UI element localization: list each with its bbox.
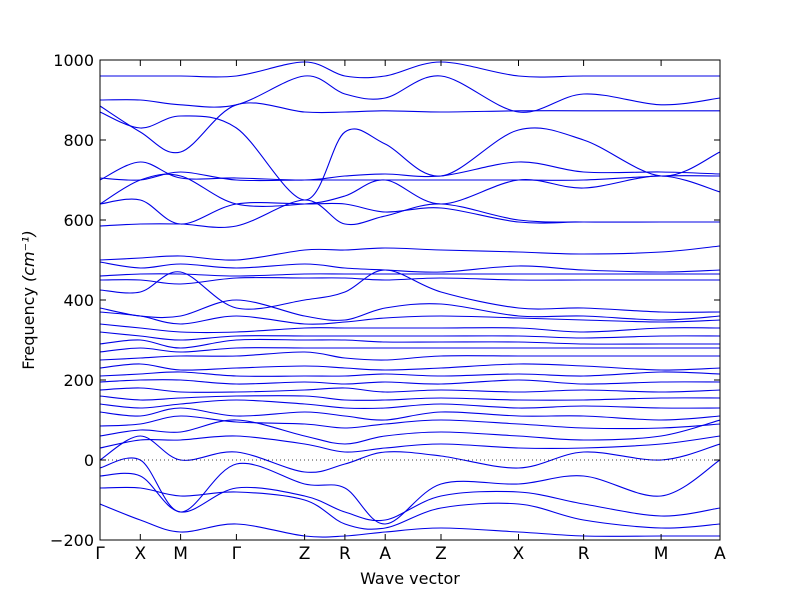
- high-symmetry-label: X: [513, 544, 525, 564]
- band-line-1: [100, 61, 720, 79]
- band-line-27: [100, 399, 720, 410]
- band-line-9: [100, 199, 720, 228]
- band-line-4: [100, 111, 720, 201]
- high-symmetry-label: M: [173, 544, 188, 564]
- band-line-34: [100, 472, 720, 522]
- y-axis-label-text: Frequency: [19, 282, 38, 370]
- band-line-7: [100, 173, 720, 207]
- band-line-17: [100, 323, 720, 334]
- high-symmetry-label: A: [379, 544, 391, 564]
- band-line-18: [100, 331, 720, 341]
- band-line-13: [100, 277, 720, 285]
- band-line-2: [100, 75, 720, 113]
- high-symmetry-label: R: [339, 544, 351, 564]
- y-axis-ticks: −200 0 200 400 600 800 1000: [50, 51, 720, 550]
- band-line-28: [100, 407, 720, 421]
- band-line-3: [100, 102, 720, 154]
- x-axis-label: Wave vector: [360, 569, 460, 588]
- plot-frame: [99, 59, 721, 541]
- band-line-32: [100, 435, 720, 473]
- band-line-30: [100, 419, 720, 445]
- band-line-33: [100, 457, 720, 525]
- y-tick-label: 200: [63, 371, 94, 390]
- high-symmetry-label: A: [714, 544, 726, 564]
- y-tick-label: −200: [50, 531, 94, 550]
- band-line-35: [100, 486, 720, 530]
- high-symmetry-label: Z: [299, 544, 311, 564]
- band-line-8: [100, 198, 720, 225]
- band-lines: [100, 61, 720, 538]
- band-line-20: [100, 347, 720, 353]
- y-axis-label-unit: (cm⁻¹): [19, 230, 38, 282]
- y-tick-label: 600: [63, 211, 94, 230]
- band-line-19: [100, 338, 720, 349]
- y-tick-label: 1000: [53, 51, 94, 70]
- y-tick-label: 800: [63, 131, 94, 150]
- band-line-6: [100, 171, 720, 182]
- band-line-11: [100, 261, 720, 273]
- high-symmetry-label: R: [578, 544, 590, 564]
- y-axis-label: Frequency (cm⁻¹): [19, 230, 38, 369]
- band-line-25: [100, 387, 720, 393]
- high-symmetry-label: Γ: [232, 544, 242, 564]
- band-line-15: [100, 299, 720, 321]
- band-line-5: [100, 161, 720, 181]
- band-line-24: [100, 379, 720, 385]
- band-line-16: [100, 311, 720, 325]
- band-line-31: [100, 435, 720, 453]
- high-symmetry-label: Z: [435, 544, 447, 564]
- band-line-26: [100, 395, 720, 401]
- y-tick-label: 400: [63, 291, 94, 310]
- band-line-23: [100, 371, 720, 377]
- band-line-10: [100, 245, 720, 261]
- band-line-29: [100, 415, 720, 430]
- band-line-21: [100, 351, 720, 361]
- band-line-12: [100, 273, 720, 277]
- y-tick-label: 0: [84, 451, 94, 470]
- band-line-14: [100, 269, 720, 313]
- high-symmetry-label: M: [654, 544, 669, 564]
- band-line-36: [100, 503, 720, 538]
- high-symmetry-label: Γ: [95, 544, 105, 564]
- band-line-22: [100, 363, 720, 371]
- high-symmetry-label: X: [134, 544, 146, 564]
